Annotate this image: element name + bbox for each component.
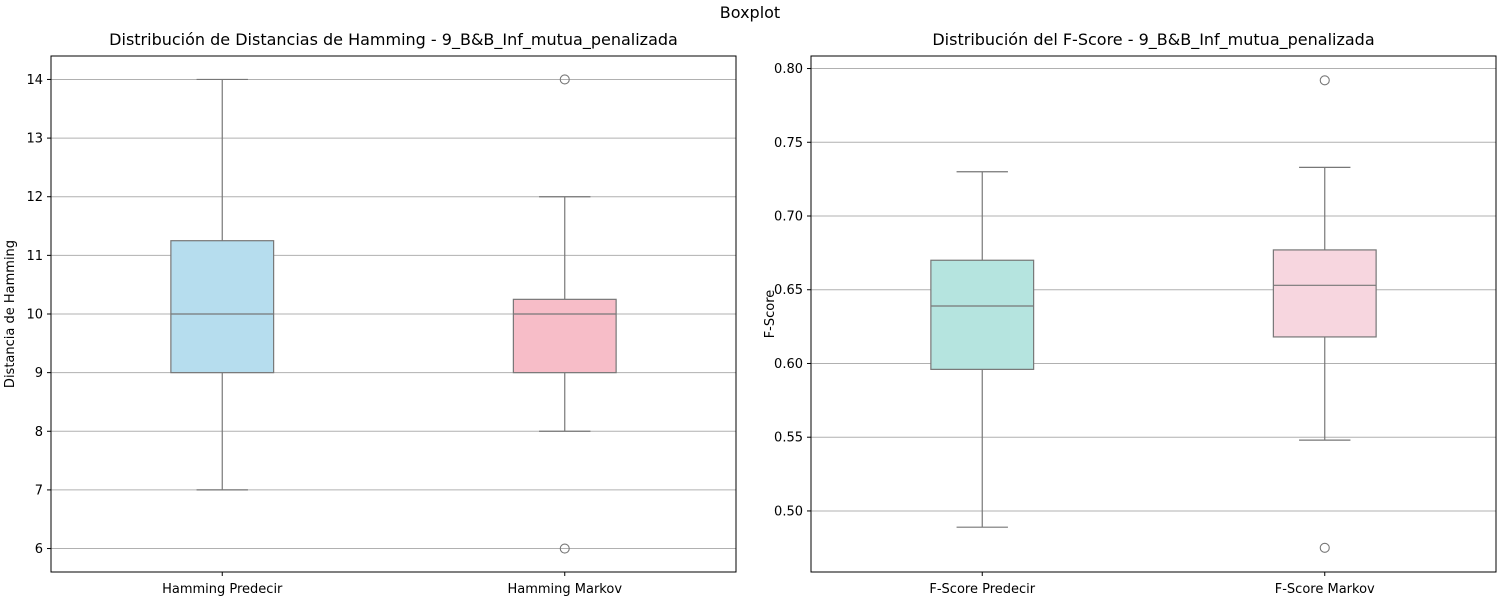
x-tick-label: Hamming Predecir bbox=[162, 582, 283, 597]
outlier-point bbox=[1319, 75, 1330, 86]
outlier-point bbox=[559, 74, 570, 85]
y-tick-label: 11 bbox=[26, 249, 43, 264]
x-tick-label: F-Score Predecir bbox=[929, 582, 1035, 597]
y-tick-label: 0.70 bbox=[774, 210, 803, 225]
box bbox=[1272, 249, 1377, 338]
x-tick-label: Hamming Markov bbox=[507, 582, 622, 597]
y-tick-label: 8 bbox=[35, 425, 43, 440]
y-axis-label: F-Score bbox=[763, 290, 778, 339]
axes-title: Distribución del F-Score - 9_B&B_Inf_mut… bbox=[932, 30, 1374, 50]
y-tick-label: 0.60 bbox=[774, 357, 803, 372]
axes-frame bbox=[810, 55, 1497, 573]
box bbox=[170, 240, 275, 374]
y-tick-label: 10 bbox=[26, 308, 43, 323]
y-tick-label: 0.75 bbox=[774, 136, 803, 151]
y-tick-label: 0.65 bbox=[774, 283, 803, 298]
y-tick-label: 9 bbox=[35, 366, 43, 381]
axes-title: Distribución de Distancias de Hamming - … bbox=[109, 30, 678, 50]
y-tick-label: 6 bbox=[35, 542, 43, 557]
x-tick-label: F-Score Markov bbox=[1275, 582, 1375, 597]
box bbox=[930, 259, 1035, 370]
y-tick-label: 13 bbox=[26, 132, 43, 147]
y-axis-label: Distancia de Hamming bbox=[3, 240, 18, 388]
y-tick-label: 0.50 bbox=[774, 504, 803, 519]
y-tick-label: 0.80 bbox=[774, 62, 803, 77]
axes-frame bbox=[50, 55, 737, 573]
y-tick-label: 14 bbox=[26, 73, 43, 88]
y-tick-label: 7 bbox=[35, 483, 43, 498]
figure-title: Boxplot bbox=[719, 3, 781, 22]
y-tick-label: 0.55 bbox=[774, 431, 803, 446]
outlier-point bbox=[1319, 542, 1330, 553]
outlier-point bbox=[559, 543, 570, 554]
box bbox=[512, 298, 617, 374]
y-tick-label: 12 bbox=[26, 190, 43, 205]
